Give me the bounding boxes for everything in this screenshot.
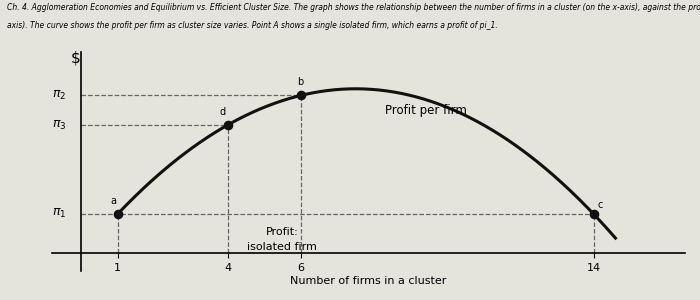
Text: d: d: [220, 107, 225, 117]
Text: axis). The curve shows the profit per firm as cluster size varies. Point A shows: axis). The curve shows the profit per fi…: [7, 21, 498, 30]
Point: [588, 212, 599, 216]
Point: [112, 212, 123, 216]
Text: b: b: [298, 77, 304, 87]
Text: $\pi_3$: $\pi_3$: [52, 118, 66, 132]
Text: Profit per firm: Profit per firm: [385, 104, 467, 117]
Text: $\pi_1$: $\pi_1$: [52, 207, 66, 220]
Text: c: c: [597, 200, 603, 209]
Text: Profit:: Profit:: [266, 227, 299, 237]
Point: [222, 123, 233, 128]
Text: isolated firm: isolated firm: [248, 242, 317, 253]
Point: [295, 93, 307, 98]
Text: Ch. 4. Agglomeration Economies and Equilibrium vs. Efficient Cluster Size. The g: Ch. 4. Agglomeration Economies and Equil…: [7, 3, 700, 12]
Text: $: $: [71, 51, 80, 66]
X-axis label: Number of firms in a cluster: Number of firms in a cluster: [290, 276, 447, 286]
Text: a: a: [110, 196, 116, 206]
Text: $\pi_2$: $\pi_2$: [52, 89, 66, 102]
